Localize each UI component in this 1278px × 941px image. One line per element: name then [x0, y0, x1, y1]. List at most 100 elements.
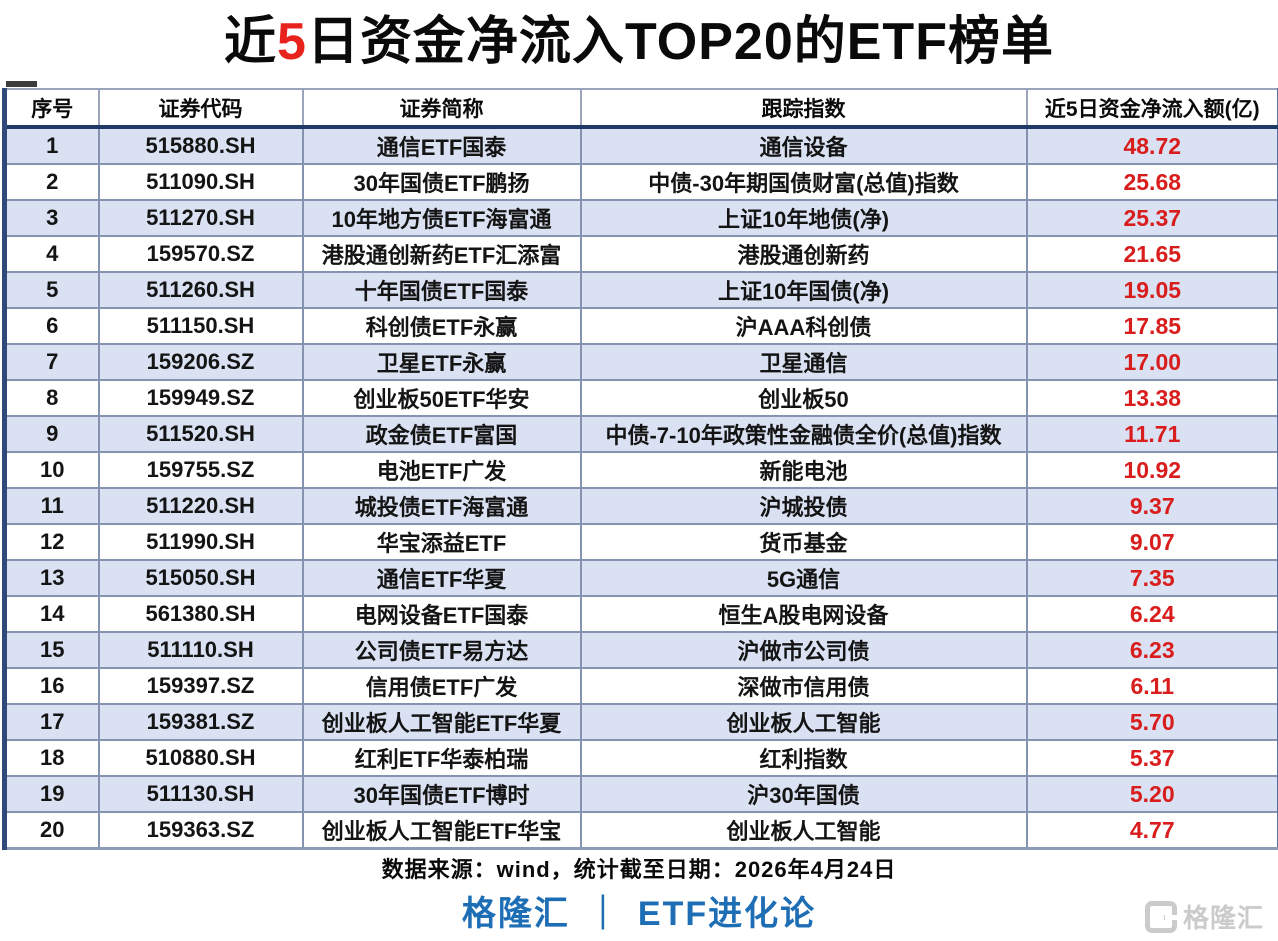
code-cell: 159755.SZ: [97, 451, 304, 489]
inflow-cell: 25.37: [1025, 199, 1278, 237]
table-row: 17 159381.SZ 创业板人工智能ETF华夏 创业板人工智能 5.70: [3, 703, 1278, 741]
inflow-cell: 6.24: [1025, 595, 1278, 633]
header-rank: 序号: [3, 88, 100, 129]
rank-cell: 14: [3, 595, 100, 633]
name-cell: 创业板人工智能ETF华夏: [301, 703, 582, 741]
index-cell: 新能电池: [579, 451, 1028, 489]
table-row: 4 159570.SZ 港股通创新药ETF汇添富 港股通创新药 21.65: [3, 235, 1278, 273]
index-cell: 通信设备: [579, 126, 1028, 165]
index-cell: 深做市信用债: [579, 667, 1028, 705]
table-row: 3 511270.SH 10年地方债ETF海富通 上证10年地债(净) 25.37: [3, 199, 1278, 237]
inflow-cell: 5.70: [1025, 703, 1278, 741]
name-cell: 政金债ETF富国: [301, 415, 582, 453]
inflow-cell: 10.92: [1025, 451, 1278, 489]
inflow-cell: 7.35: [1025, 559, 1278, 597]
rank-cell: 4: [3, 235, 100, 273]
code-cell: 511270.SH: [97, 199, 304, 237]
inflow-cell: 11.71: [1025, 415, 1278, 453]
index-cell: 沪城投债: [579, 487, 1028, 525]
name-cell: 创业板人工智能ETF华宝: [301, 811, 582, 850]
name-cell: 通信ETF华夏: [301, 559, 582, 597]
brand-right: ETF进化论: [637, 895, 817, 933]
table-row: 5 511260.SH 十年国债ETF国泰 上证10年国债(净) 19.05: [3, 271, 1278, 309]
table-row: 15 511110.SH 公司债ETF易方达 沪做市公司债 6.23: [3, 631, 1278, 669]
code-cell: 511220.SH: [97, 487, 304, 525]
rank-cell: 13: [3, 559, 100, 597]
brand-separator: ｜: [585, 895, 622, 933]
brand-line: 格隆汇 ｜ ETF进化论: [0, 886, 1278, 935]
header-code: 证券代码: [97, 88, 304, 129]
name-cell: 电网设备ETF国泰: [301, 595, 582, 633]
name-cell: 红利ETF华泰柏瑞: [301, 739, 582, 777]
index-cell: 中债-30年期国债财富(总值)指数: [579, 163, 1028, 201]
page-title: 近5日资金净流入TOP20的ETF榜单: [0, 4, 1278, 80]
table-row: 2 511090.SH 30年国债ETF鹏扬 中债-30年期国债财富(总值)指数 25.…: [3, 163, 1278, 201]
rank-cell: 16: [3, 667, 100, 705]
inflow-cell: 6.11: [1025, 667, 1278, 705]
rank-cell: 1: [3, 126, 100, 165]
name-cell: 港股通创新药ETF汇添富: [301, 235, 582, 273]
index-cell: 红利指数: [579, 739, 1028, 777]
table-row: 1 515880.SH 通信ETF国泰 通信设备 48.72: [3, 126, 1278, 165]
header-index: 跟踪指数: [579, 88, 1028, 129]
table-row: 14 561380.SH 电网设备ETF国泰 恒生A股电网设备 6.24: [3, 595, 1278, 633]
table-row: 11 511220.SH 城投债ETF海富通 沪城投债 9.37: [3, 487, 1278, 525]
table-row: 16 159397.SZ 信用债ETF广发 深做市信用债 6.11: [3, 667, 1278, 705]
index-cell: 沪做市公司债: [579, 631, 1028, 669]
code-cell: 511990.SH: [97, 523, 304, 561]
code-cell: 511110.SH: [97, 631, 304, 669]
name-cell: 华宝添益ETF: [301, 523, 582, 561]
index-cell: 沪AAA科创债: [579, 307, 1028, 345]
watermark: 格隆汇: [1144, 898, 1264, 935]
index-cell: 中债-7-10年政策性金融债全价(总值)指数: [579, 415, 1028, 453]
table-row: 8 159949.SZ 创业板50ETF华安 创业板50 13.38: [3, 379, 1278, 417]
table-row: 12 511990.SH 华宝添益ETF 货币基金 9.07: [3, 523, 1278, 561]
header-inflow: 近5日资金净流入额(亿): [1025, 88, 1278, 129]
inflow-cell: 17.00: [1025, 343, 1278, 381]
code-cell: 510880.SH: [97, 739, 304, 777]
etf-table-body: 1 515880.SH 通信ETF国泰 通信设备 48.72 2 511090.SH 30年国…: [3, 126, 1278, 850]
index-cell: 货币基金: [579, 523, 1028, 561]
rank-cell: 15: [3, 631, 100, 669]
rank-cell: 19: [3, 775, 100, 813]
index-cell: 卫星通信: [579, 343, 1028, 381]
name-cell: 30年国债ETF鹏扬: [301, 163, 582, 201]
index-cell: 上证10年国债(净): [579, 271, 1028, 309]
code-cell: 511520.SH: [97, 415, 304, 453]
name-cell: 通信ETF国泰: [301, 126, 582, 165]
rank-cell: 12: [3, 523, 100, 561]
code-cell: 159570.SZ: [97, 235, 304, 273]
title-highlight-5: 5: [277, 13, 307, 71]
name-cell: 10年地方债ETF海富通: [301, 199, 582, 237]
index-cell: 创业板50: [579, 379, 1028, 417]
inflow-cell: 5.20: [1025, 775, 1278, 813]
header-name: 证券简称: [301, 88, 582, 129]
rank-cell: 18: [3, 739, 100, 777]
table-header-row: 序号 证券代码 证券简称 跟踪指数 近5日资金净流入额(亿): [3, 88, 1278, 129]
code-cell: 159949.SZ: [97, 379, 304, 417]
code-cell: 515050.SH: [97, 559, 304, 597]
name-cell: 30年国债ETF博时: [301, 775, 582, 813]
code-cell: 511150.SH: [97, 307, 304, 345]
inflow-cell: 13.38: [1025, 379, 1278, 417]
rank-cell: 6: [3, 307, 100, 345]
name-cell: 十年国债ETF国泰: [301, 271, 582, 309]
inflow-cell: 4.77: [1025, 811, 1278, 850]
name-cell: 电池ETF广发: [301, 451, 582, 489]
name-cell: 科创债ETF永赢: [301, 307, 582, 345]
etf-ranking-table-wrap: 序号 证券代码 证券简称 跟踪指数 近5日资金净流入额(亿) 1 515880.S…: [2, 88, 1278, 850]
index-cell: 上证10年地债(净): [579, 199, 1028, 237]
inflow-cell: 9.07: [1025, 523, 1278, 561]
gelonghui-logo-icon: [1144, 900, 1177, 933]
code-cell: 159206.SZ: [97, 343, 304, 381]
inflow-cell: 25.68: [1025, 163, 1278, 201]
code-cell: 511130.SH: [97, 775, 304, 813]
name-cell: 信用债ETF广发: [301, 667, 582, 705]
code-cell: 511260.SH: [97, 271, 304, 309]
title-part3: 日资金净流入TOP20的ETF榜单: [306, 13, 1054, 71]
etf-ranking-table: 序号 证券代码 证券简称 跟踪指数 近5日资金净流入额(亿) 1 515880.S…: [2, 88, 1278, 850]
index-cell: 5G通信: [579, 559, 1028, 597]
index-cell: 港股通创新药: [579, 235, 1028, 273]
watermark-label: 格隆汇: [1182, 903, 1264, 933]
inflow-cell: 17.85: [1025, 307, 1278, 345]
